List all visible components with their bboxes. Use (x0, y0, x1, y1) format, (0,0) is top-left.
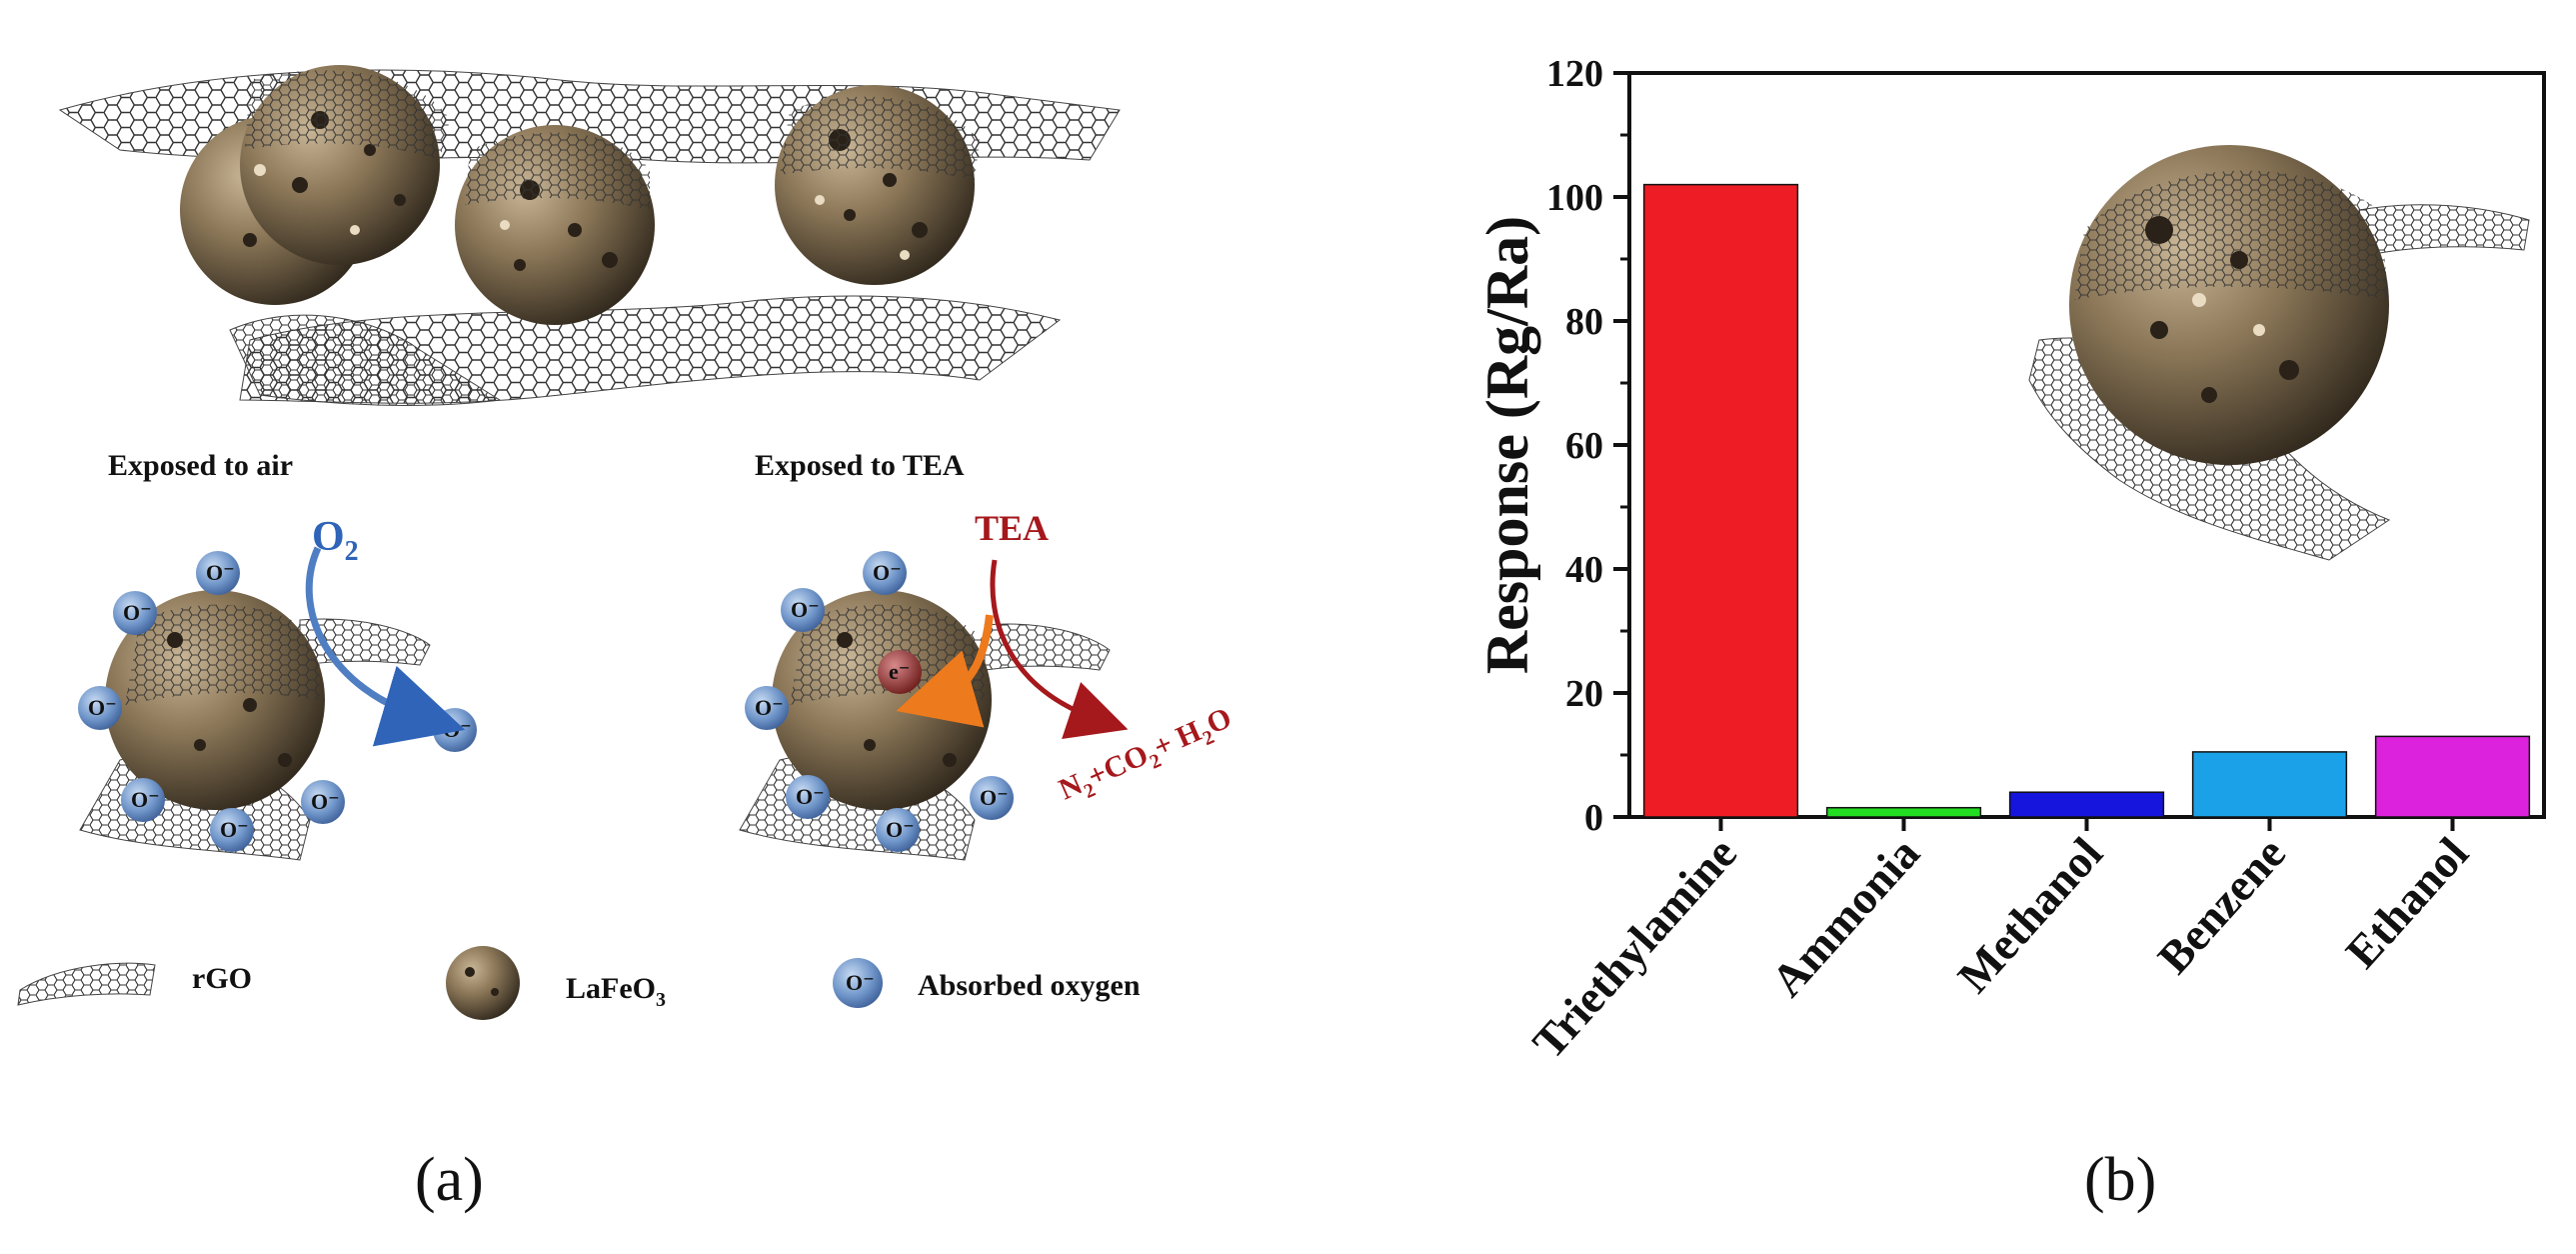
y-tick-label: 100 (1546, 177, 1603, 219)
legend: rGO LaFeO3 O⁻ Absorbed oxygen (17, 946, 1141, 1020)
legend-rgo-label: rGO (192, 962, 252, 995)
y-tick-label: 20 (1565, 673, 1603, 715)
oxygen-ions-tea: O⁻ O⁻ O⁻ O⁻ O⁻ O⁻ (745, 551, 1014, 852)
y-tick-label: 40 (1565, 549, 1603, 591)
bar-triethylamine (1642, 183, 1799, 818)
y-tick-label: 120 (1546, 53, 1603, 95)
rgo-wrap (2074, 170, 2389, 300)
oxygen-ion: O⁻ (113, 591, 157, 635)
y-axis-ticks: 0 20 40 60 80 100 120 (1546, 53, 1629, 839)
sphere-highlights (254, 164, 910, 260)
rgo-wrap (245, 70, 450, 160)
products-label: N2+CO2+ H2O (1054, 701, 1239, 812)
oxygen-ion: O⁻ (121, 778, 165, 822)
oxygen-ion: O⁻ (196, 551, 240, 595)
bar-benzene (2191, 751, 2348, 818)
exposed-to-air-label: Exposed to air (108, 449, 293, 482)
panel-b: 0 20 40 60 80 100 120 Triethylamine Ammonia Meth… (1474, 53, 2546, 1214)
y-tick-label: 0 (1584, 797, 1603, 839)
air-scenario: O⁻ O⁻ O⁻ O⁻ O⁻ O⁻ O⁻ O2 (78, 514, 477, 861)
panel-b-letter: (b) (2084, 1146, 2156, 1214)
tea-scenario: O⁻ O⁻ O⁻ O⁻ O⁻ O⁻ e⁻ TEA N2+CO2+ H2O (739, 508, 1239, 861)
rgo-sheet (984, 623, 1111, 671)
o2-adsorption-arrow (305, 546, 466, 747)
oxygen-ion: O⁻ (863, 551, 907, 595)
legend-oxygen-label: Absorbed oxygen (918, 969, 1141, 1002)
legend-lafeo3-label: LaFeO3 (566, 972, 666, 1011)
oxygen-ion: O⁻ (301, 780, 345, 824)
rgo-legend-icon (17, 962, 156, 1006)
x-tick-label-benzene: Benzene (2148, 828, 2295, 984)
oxygen-ion: O⁻ (970, 776, 1014, 820)
y-tick-label: 80 (1565, 301, 1603, 343)
svg-text:O⁻: O⁻ (220, 817, 249, 842)
x-tick-label-triethylamine: Triethylamine (1522, 828, 1746, 1068)
svg-text:O⁻: O⁻ (873, 560, 902, 585)
x-axis-labels: Triethylamine Ammonia Methanol Benzene Ethan… (1522, 817, 2478, 1068)
oxygen-ion: O⁻ (210, 808, 254, 852)
svg-text:O⁻: O⁻ (206, 560, 235, 585)
oxygen-ion: O⁻ (78, 686, 122, 730)
top-illustration (58, 65, 1121, 406)
bar-methanol (2008, 791, 2165, 818)
svg-text:O⁻: O⁻ (796, 784, 825, 809)
x-tick-label-ammonia: Ammonia (1761, 828, 1929, 1006)
electron-transfer-arrow (896, 614, 994, 728)
panel-a: Exposed to air Exposed to TEA O⁻ O⁻ O⁻ O… (17, 65, 1239, 1214)
svg-text:O⁻: O⁻ (886, 817, 915, 842)
svg-text:O⁻: O⁻ (791, 597, 820, 622)
electron: e⁻ (878, 650, 922, 694)
svg-text:O⁻: O⁻ (311, 789, 340, 814)
svg-text:O⁻: O⁻ (755, 695, 784, 720)
bar-ethanol (2374, 735, 2531, 818)
oxygen-ion: O⁻ (745, 686, 789, 730)
bars (1642, 183, 2531, 818)
svg-text:e⁻: e⁻ (889, 659, 910, 684)
panel-a-letter: (a) (415, 1146, 484, 1214)
tea-in-arrow (990, 559, 1129, 739)
tea-label: TEA (975, 508, 1049, 548)
svg-text:O⁻: O⁻ (980, 785, 1009, 810)
oxygen-ion: O⁻ (781, 588, 825, 632)
svg-text:O⁻: O⁻ (443, 717, 472, 742)
chart-inset-illustration (2028, 145, 2530, 561)
svg-text:O⁻: O⁻ (123, 600, 152, 625)
rgo-wrap (780, 96, 980, 180)
oxygen-legend-icon: O⁻ (833, 958, 883, 1008)
rgo-wrap (125, 604, 320, 705)
svg-text:O⁻: O⁻ (88, 695, 117, 720)
lafeo3-legend-icon (446, 946, 520, 1020)
svg-text:O⁻: O⁻ (846, 970, 875, 995)
x-tick-label-ethanol: Ethanol (2336, 828, 2478, 978)
rgo-sheet (2358, 204, 2530, 256)
y-tick-label: 60 (1565, 425, 1603, 467)
rgo-sheet-fold (229, 314, 502, 406)
x-tick-label-methanol: Methanol (1947, 828, 2111, 1003)
oxygen-ion: O⁻ (433, 708, 477, 752)
y-axis-title: Response (Rg/Ra) (1474, 216, 1540, 674)
oxygen-ion: O⁻ (876, 808, 920, 852)
o2-label: O2 (312, 514, 359, 567)
rgo-wrap (465, 132, 650, 210)
exposed-to-tea-label: Exposed to TEA (755, 449, 965, 482)
bar-ammonia (1825, 806, 1982, 818)
oxygen-ion: O⁻ (786, 775, 830, 819)
svg-text:O⁻: O⁻ (131, 787, 160, 812)
